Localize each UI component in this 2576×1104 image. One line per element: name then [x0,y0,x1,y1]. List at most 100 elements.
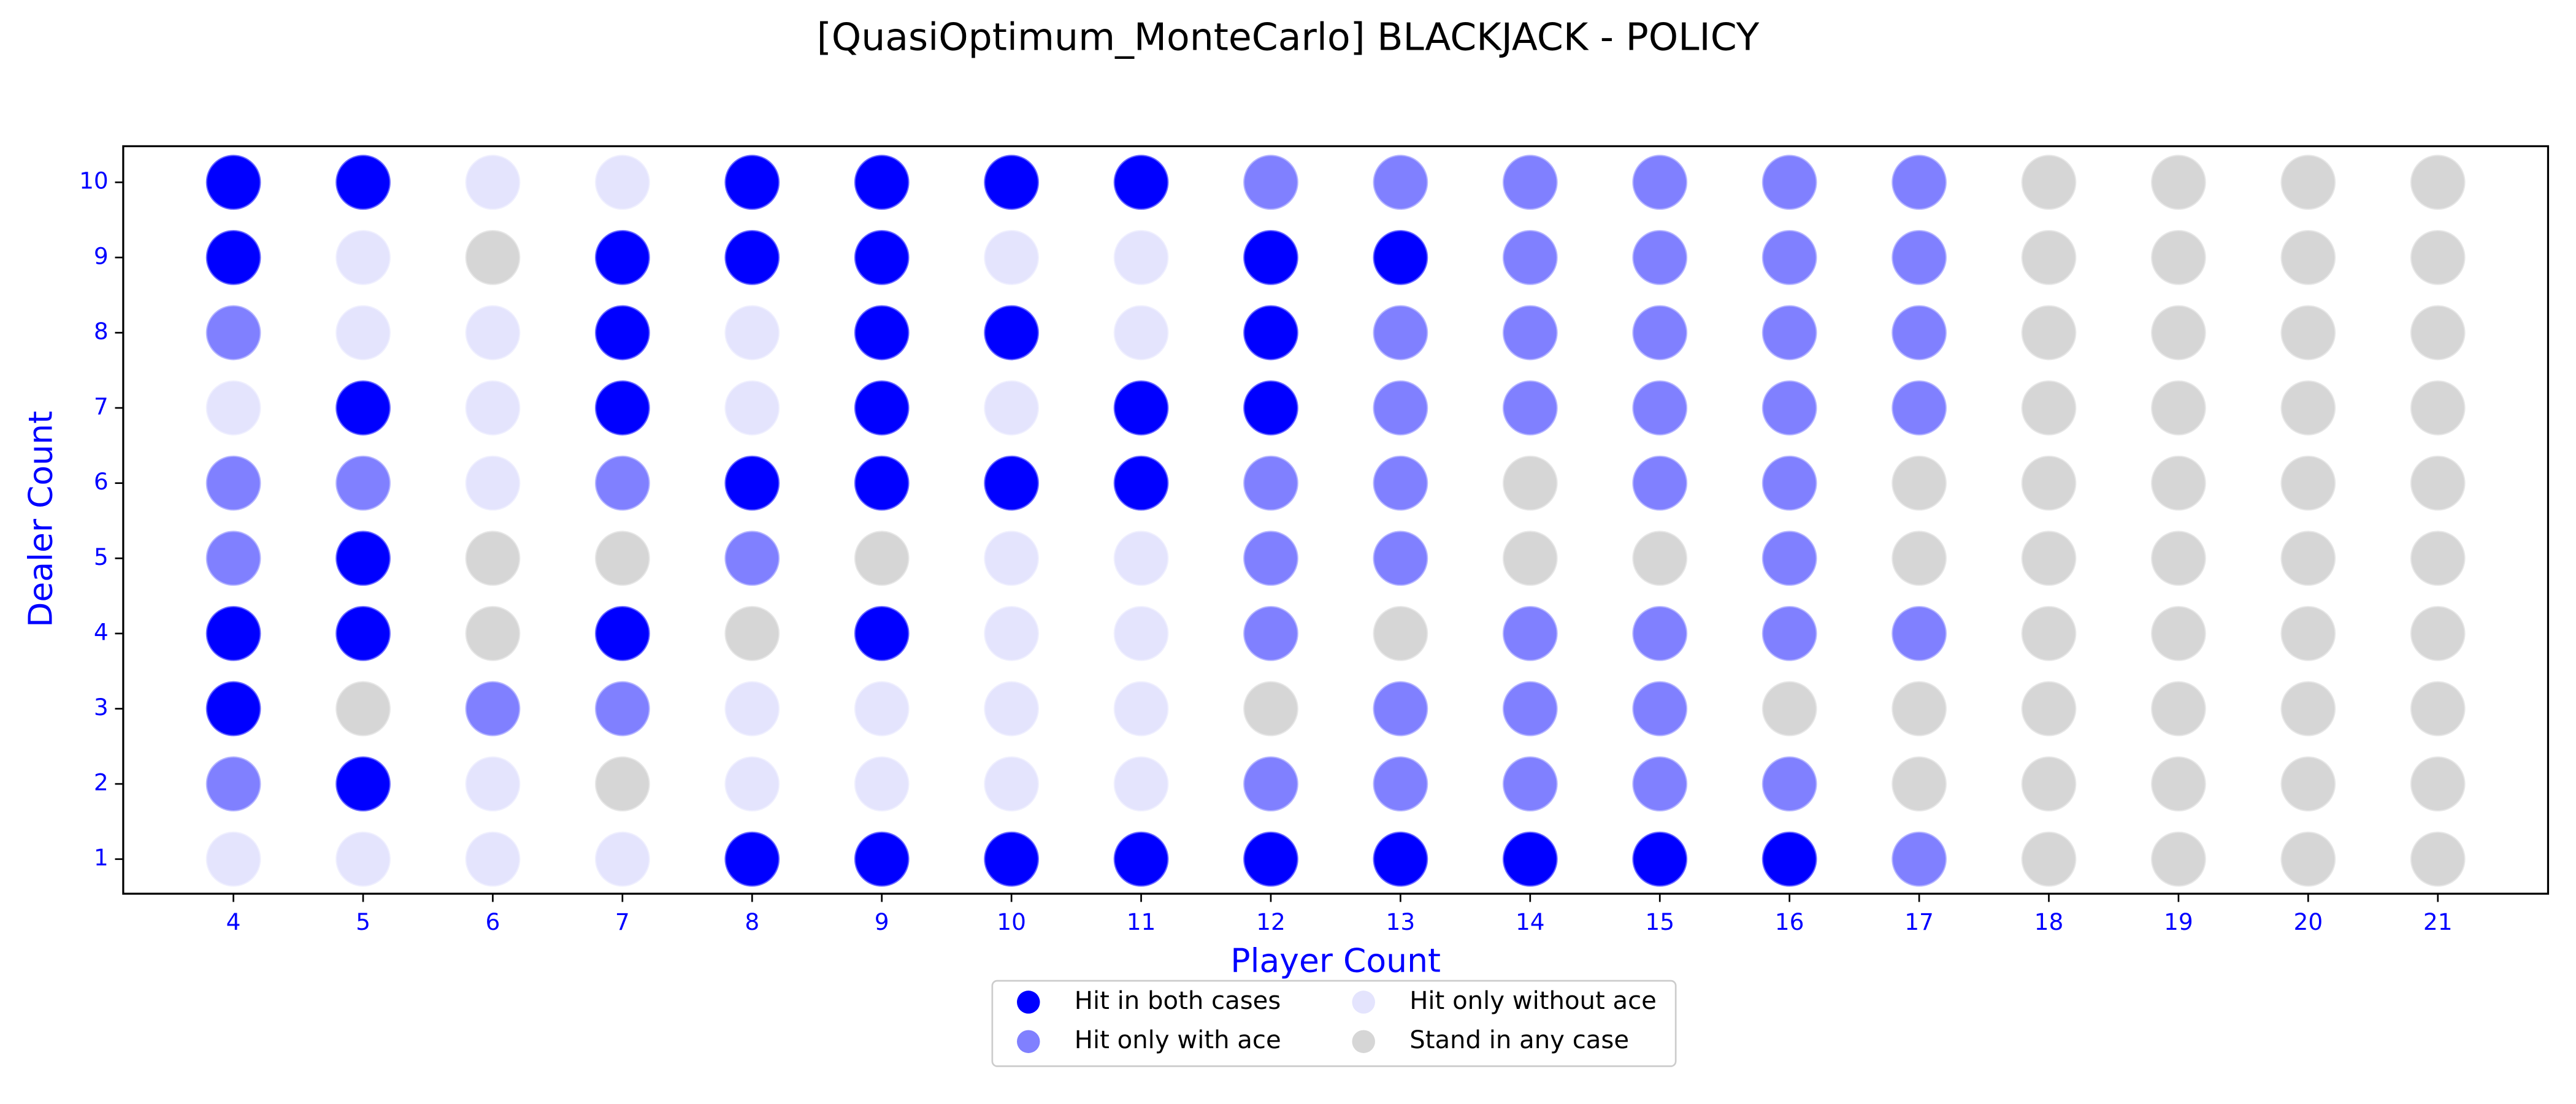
point [1892,831,1947,887]
point [2151,380,2206,435]
legend-label: Hit in both cases [1075,987,1281,1015]
point [205,606,261,661]
point [465,831,521,887]
point [1502,756,1558,811]
point [724,681,780,737]
point [1243,831,1298,887]
point [1761,531,1817,586]
point [984,305,1039,361]
point [1243,455,1298,511]
point [2021,380,2077,435]
point [1373,531,1428,586]
x-tick-label: 20 [2293,908,2323,935]
point [1892,681,1947,737]
point [854,606,910,661]
point [1632,229,1688,285]
point [1761,681,1817,737]
point [2410,681,2466,737]
point [1373,155,1428,210]
point [2021,681,2077,737]
point [335,380,391,435]
point [1761,831,1817,887]
x-tick-label: 19 [2164,908,2193,935]
point [2021,831,2077,887]
point [1632,831,1688,887]
point [1502,531,1558,586]
legend-marker [1352,1030,1375,1053]
point [984,155,1039,210]
point [1892,229,1947,285]
x-tick-label: 4 [226,908,241,935]
point [1892,756,1947,811]
point [2021,455,2077,511]
point [1632,681,1688,737]
point [984,681,1039,737]
point [724,606,780,661]
point [1243,305,1298,361]
point [1632,155,1688,210]
point [2021,606,2077,661]
point [594,155,650,210]
x-tick-label: 8 [745,908,759,935]
point [1373,831,1428,887]
point [205,681,261,737]
point [2151,756,2206,811]
y-tick-label: 3 [94,694,109,721]
point [1243,229,1298,285]
point [465,455,521,511]
point [1761,606,1817,661]
point [1113,756,1169,811]
point [594,606,650,661]
point [465,756,521,811]
point [1892,155,1947,210]
legend-marker [1352,991,1375,1014]
point [335,229,391,285]
y-tick-label: 9 [94,242,109,269]
point [205,455,261,511]
legend-label: Hit only without ace [1409,987,1657,1015]
y-tick-label: 1 [94,844,109,871]
point [594,380,650,435]
point [1113,305,1169,361]
point [854,229,910,285]
point [1761,305,1817,361]
point [1113,229,1169,285]
point [205,831,261,887]
point [1243,531,1298,586]
point [2151,531,2206,586]
point [594,831,650,887]
point [724,229,780,285]
point [2410,831,2466,887]
point [2021,756,2077,811]
y-tick-label: 2 [94,769,109,796]
point [2280,606,2336,661]
point [984,756,1039,811]
point [1892,455,1947,511]
x-tick-label: 18 [2034,908,2064,935]
point [1243,380,1298,435]
point [854,531,910,586]
point [854,455,910,511]
point [1243,606,1298,661]
point [1632,531,1688,586]
point [2410,606,2466,661]
y-tick-label: 7 [94,393,109,420]
point [2410,155,2466,210]
x-tick-label: 12 [1256,908,1286,935]
x-tick-label: 21 [2423,908,2453,935]
legend-label: Hit only with ace [1075,1026,1281,1054]
point [724,455,780,511]
x-tick-label: 7 [615,908,630,935]
point [1892,380,1947,435]
point [1632,606,1688,661]
point [2021,531,2077,586]
x-tick-label: 6 [486,908,500,935]
point [335,305,391,361]
point [2021,155,2077,210]
point [1761,380,1817,435]
point [465,531,521,586]
point [854,380,910,435]
point [1113,606,1169,661]
point [1243,155,1298,210]
